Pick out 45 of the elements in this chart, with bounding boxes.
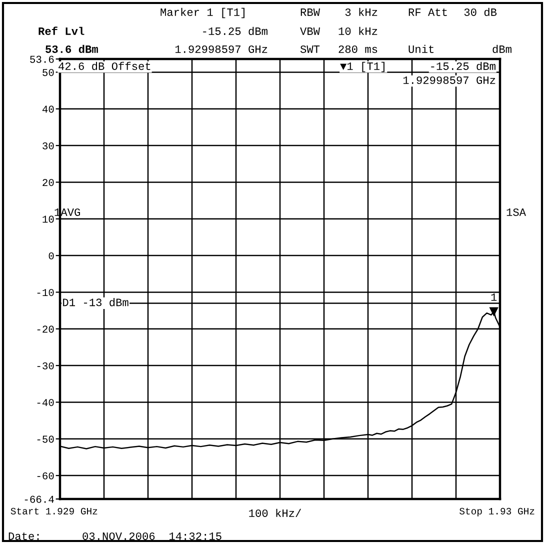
text: 100 kHz/ bbox=[249, 508, 302, 517]
y-tick-label: 40 bbox=[42, 106, 54, 113]
annotation: 1.92998597 GHz bbox=[403, 76, 496, 84]
annotation: 1 bbox=[491, 293, 497, 301]
y-tick-label: 30 bbox=[42, 142, 54, 150]
y-tick-label: 50 bbox=[42, 69, 54, 76]
text: SWT bbox=[300, 45, 320, 53]
y-tick-label: -20 bbox=[37, 326, 54, 333]
text: Date: bbox=[8, 532, 39, 540]
text: Start bbox=[10, 508, 39, 514]
y-tick-label: 53.6 bbox=[30, 56, 54, 63]
y-tick-label: -60 bbox=[37, 472, 54, 480]
text: 53.6 dBm bbox=[46, 44, 98, 53]
text: Stop bbox=[460, 508, 482, 516]
y-tick-label: -30 bbox=[37, 362, 54, 370]
y-tick-label: 20 bbox=[42, 179, 54, 186]
text: Unit bbox=[408, 44, 434, 53]
ref-line-label: D1 -13 dBm bbox=[63, 298, 128, 306]
text: GHz bbox=[80, 508, 98, 514]
text: 10 kHz bbox=[338, 26, 378, 35]
text: -15.25 dBm bbox=[203, 26, 268, 36]
y-tick-label: 0 bbox=[48, 252, 54, 260]
y-tick-label: 10 bbox=[42, 216, 54, 223]
text: dBm bbox=[492, 44, 512, 54]
annotation: 42.6 dB Offset bbox=[58, 62, 150, 70]
y-tick-label: -40 bbox=[37, 399, 54, 406]
text: 1.92998597 GHz bbox=[175, 45, 268, 53]
x-tick-label: 1.93 bbox=[489, 508, 512, 514]
text: VBW bbox=[300, 28, 320, 35]
text: Ref Lvl bbox=[38, 26, 84, 35]
text: 1SA bbox=[506, 208, 526, 216]
text: 280 ms bbox=[338, 45, 378, 53]
y-tick-label: -10 bbox=[37, 289, 54, 296]
text: 3 kHz bbox=[345, 8, 378, 16]
text: RBW bbox=[300, 8, 320, 16]
text: GHz bbox=[518, 508, 534, 514]
text: 30 dB bbox=[464, 8, 497, 16]
text: Marker 1 [T1] bbox=[160, 8, 244, 18]
text: RF Att bbox=[408, 8, 447, 16]
y-tick-label: -66.4 bbox=[24, 496, 54, 503]
text: 03.NOV.2006 14:32:15 bbox=[82, 532, 222, 540]
y-tick-label: -50 bbox=[37, 436, 54, 443]
annotation: -15.25 dBm bbox=[431, 62, 496, 70]
x-tick-label: 1.929 bbox=[46, 508, 74, 514]
annotation: ▼1 [T1] bbox=[340, 62, 384, 72]
